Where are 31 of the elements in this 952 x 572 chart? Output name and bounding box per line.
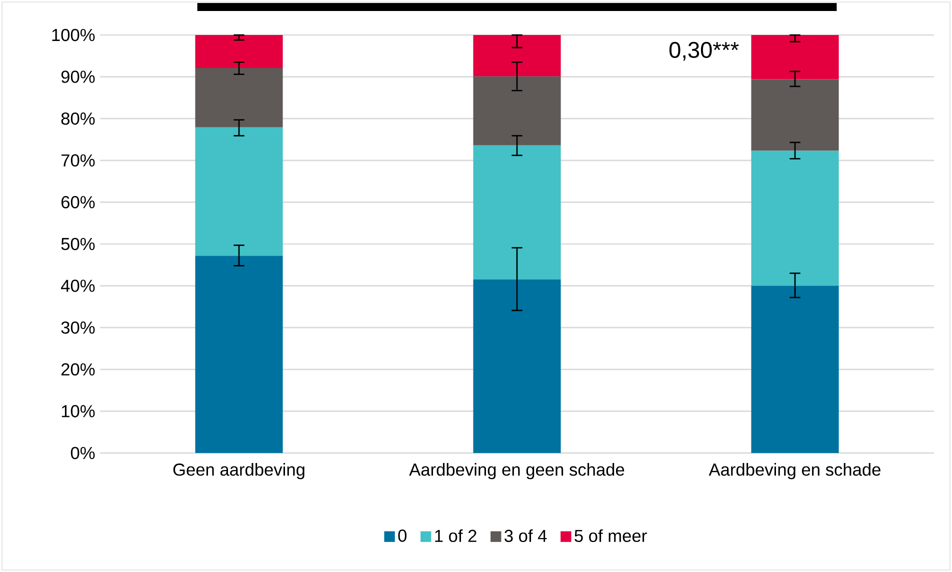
legend-label: 5 of meer xyxy=(574,529,647,542)
y-tick-label: 30% xyxy=(61,321,95,334)
bar xyxy=(195,35,283,68)
y-tick-label: 90% xyxy=(61,70,95,83)
bar xyxy=(195,127,283,256)
y-tick-label: 70% xyxy=(62,154,95,167)
bar xyxy=(473,35,561,76)
annotation: 0,30*** xyxy=(669,42,739,61)
y-tick-label: 40% xyxy=(61,280,95,292)
bar xyxy=(751,286,839,453)
bar xyxy=(751,79,839,151)
y-tick-label: 20% xyxy=(61,363,95,376)
legend-label: 0 xyxy=(398,530,407,542)
y-tick-label: 10% xyxy=(62,405,95,418)
y-tick-label: 100% xyxy=(52,28,95,42)
legend-label: 1 of 2 xyxy=(435,529,476,542)
bar xyxy=(751,35,839,80)
bar xyxy=(751,150,839,286)
x-tick-label: Geen aardbeving xyxy=(173,463,304,480)
y-tick-label: 0% xyxy=(70,446,95,460)
bar xyxy=(473,145,561,280)
bar xyxy=(195,256,283,453)
y-tick-label: 80% xyxy=(61,112,95,125)
bar xyxy=(195,68,283,128)
x-tick-label: Aardbeving en schade xyxy=(708,463,880,480)
bar xyxy=(473,76,561,146)
bar xyxy=(473,280,561,453)
x-tick-label: Aardbeving en geen schade xyxy=(409,463,624,480)
y-tick-label: 50% xyxy=(61,238,95,250)
legend-label: 3 of 4 xyxy=(504,529,547,542)
y-tick-label: 60% xyxy=(61,196,95,208)
